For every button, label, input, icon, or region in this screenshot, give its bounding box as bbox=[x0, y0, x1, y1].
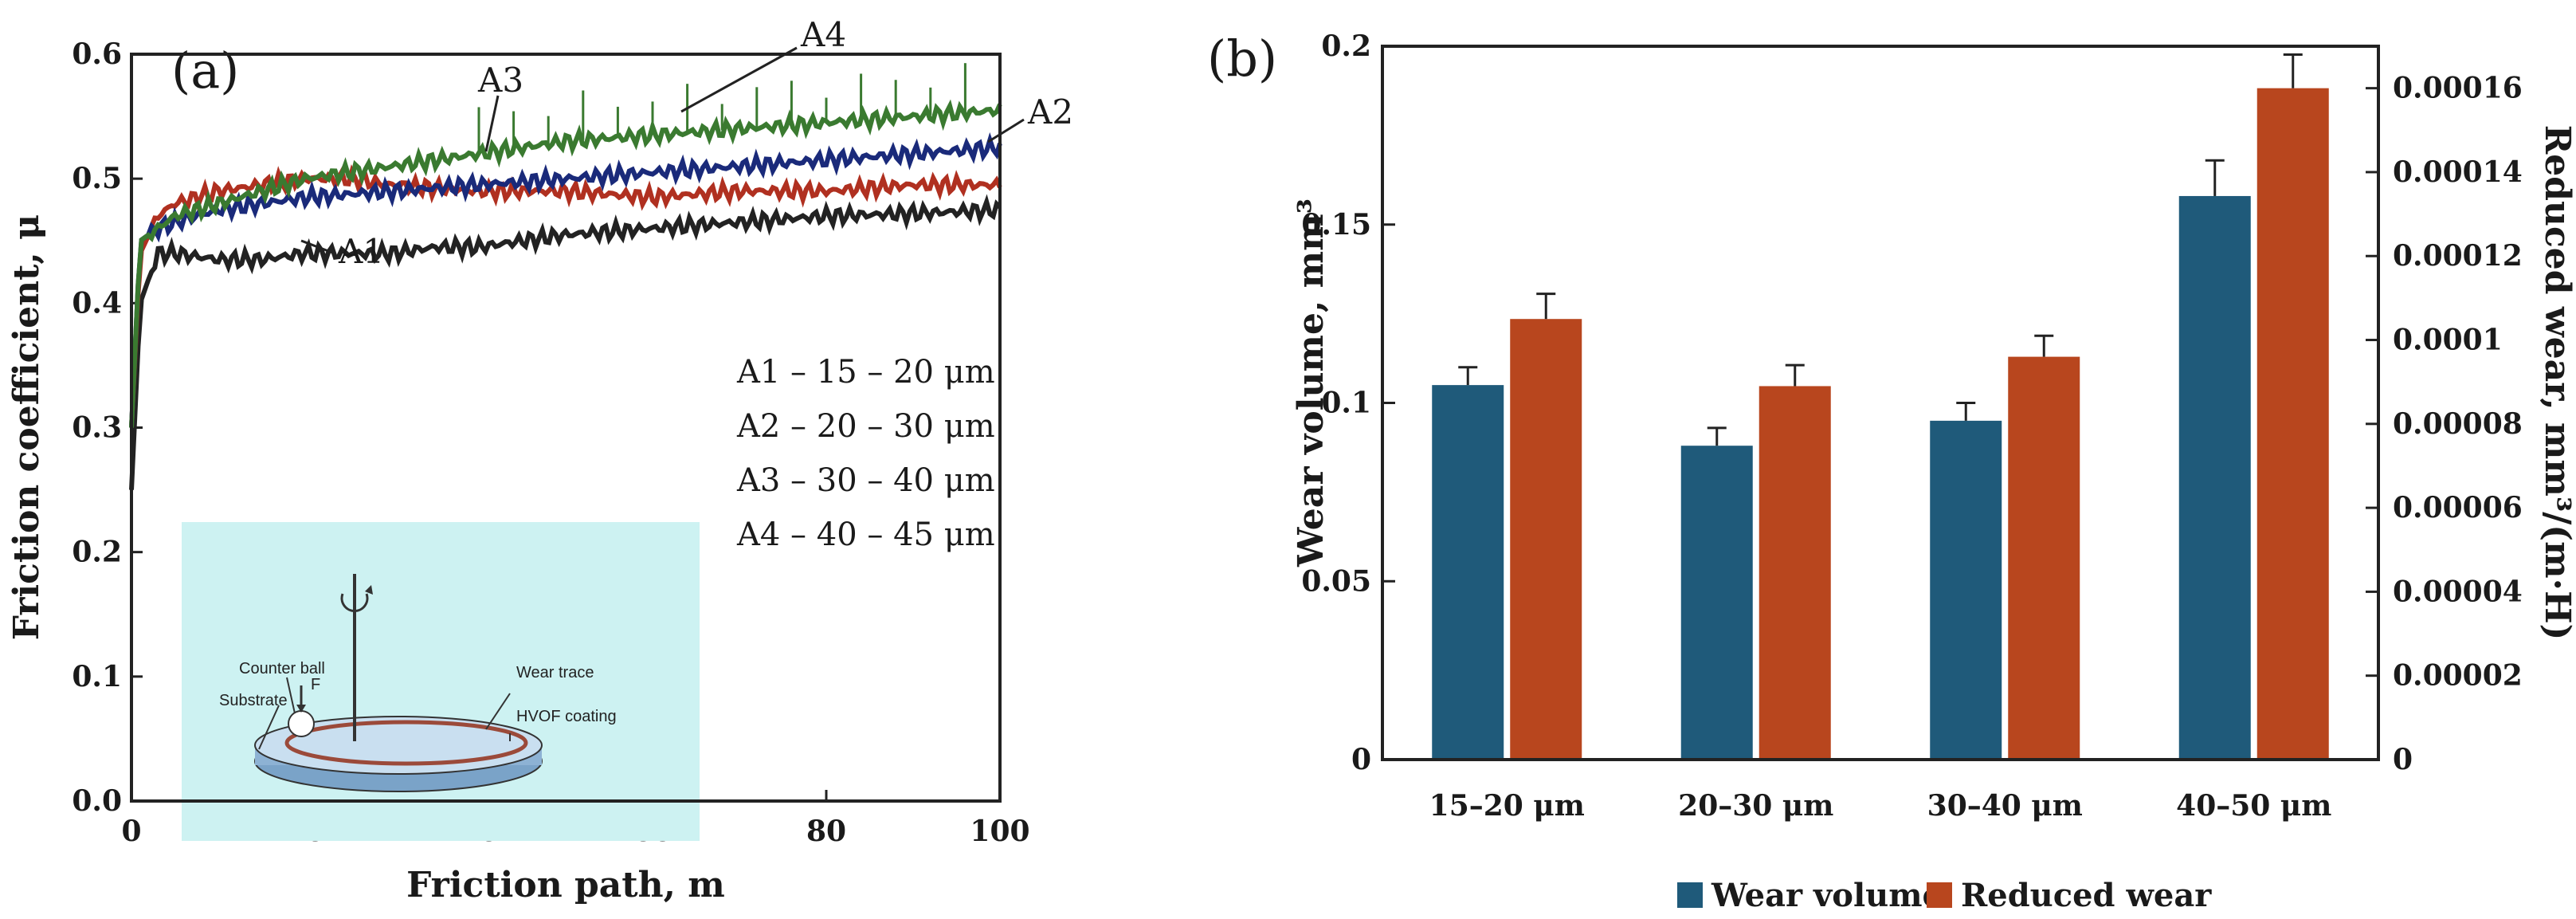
panel-a-y-tick-label: 0.5 bbox=[72, 162, 122, 195]
annotation-a4: A4 bbox=[800, 15, 846, 54]
panel-b-y2-tick-label: 0.00008 bbox=[2393, 407, 2523, 441]
inset-label-substrate: Substrate bbox=[219, 692, 288, 709]
inset-background bbox=[182, 522, 700, 841]
panel-a-y-axis-label: Friction coefficient, μ bbox=[6, 214, 47, 640]
tribometer-inset: Counter ball F Wear trace Substrate HVOF… bbox=[182, 522, 700, 841]
bar-wear-volume bbox=[1432, 385, 1504, 760]
force-arrowhead-icon bbox=[296, 705, 306, 713]
panel-b-y-tick-label: 0.05 bbox=[1301, 564, 1371, 598]
panel-b-y-tick-label: 0.2 bbox=[1321, 29, 1371, 63]
legend-a4: A4 – 40 – 45 μm bbox=[736, 516, 995, 553]
panel-b-y2-tick-label: 0.00002 bbox=[2393, 659, 2523, 693]
series-line-a2 bbox=[129, 164, 1002, 428]
panel-b-y2-tick-label: 0 bbox=[2393, 743, 2413, 776]
annotation-a3: A3 bbox=[477, 61, 523, 100]
bar-wear-volume bbox=[2178, 195, 2251, 760]
panel-b-y-tick-label: 0.1 bbox=[1321, 387, 1371, 420]
series-line-a3 bbox=[129, 132, 1002, 428]
panel-a-a4-spikes bbox=[477, 63, 966, 154]
panel-a-y-tick-label: 0.3 bbox=[72, 411, 122, 445]
panel-b-y-tick-label: 0.15 bbox=[1301, 208, 1371, 242]
bar-wear-volume bbox=[1930, 420, 2002, 760]
panel-a-y-ticks: 0.0 0.1 0.2 0.3 0.4 0.5 0.6 bbox=[72, 37, 143, 818]
legend-a3: A3 – 30 – 40 μm bbox=[736, 462, 995, 499]
rotation-arrowhead-icon bbox=[365, 585, 373, 595]
panel-b-wear-chart: (b) Wear volume, mm³ Reduced wear, mm³/(… bbox=[1207, 29, 2576, 914]
bar-reduced-wear bbox=[1510, 319, 1582, 760]
bar-reduced-wear bbox=[2256, 88, 2329, 760]
annotation-a2: A2 bbox=[1027, 92, 1073, 132]
panel-a-annotations: A1 A2 A3 A4 bbox=[300, 15, 1073, 271]
legend-a1: A1 – 15 – 20 μm bbox=[736, 354, 995, 391]
panel-a-y-tick-label: 0.1 bbox=[72, 660, 122, 693]
panel-a-y-tick-label: 0.6 bbox=[72, 37, 122, 71]
rotation-arrow-icon bbox=[340, 593, 369, 612]
legend-reduced-wear: Reduced wear bbox=[1961, 877, 2212, 914]
panel-b-y2-tick-label: 0.00012 bbox=[2393, 239, 2523, 273]
inset-label-force: F bbox=[311, 676, 320, 693]
panel-b-y-tick-label: 0 bbox=[1351, 743, 1371, 776]
panel-b-y-ticks: 0 0.05 0.1 0.15 0.2 bbox=[1301, 29, 1395, 776]
panel-b-category-label: 15–20 μm bbox=[1429, 789, 1585, 823]
panel-b-plot-frame bbox=[1381, 45, 2380, 761]
panel-b-label: (b) bbox=[1207, 29, 1277, 88]
bar-reduced-wear bbox=[1759, 386, 1831, 760]
panel-a-y-tick-label: 0.0 bbox=[72, 784, 122, 818]
legend-wear-volume: Wear volume bbox=[1711, 877, 1943, 914]
counter-ball bbox=[288, 710, 315, 737]
panel-b-y-axis-label: Wear volume, mm³ bbox=[1291, 198, 1331, 568]
legend-swatch-reduced-wear bbox=[1927, 882, 1952, 908]
bar-reduced-wear bbox=[2008, 356, 2080, 760]
panel-b-y2-ticks: 0 0.00002 0.00004 0.00006 0.00008 0.0001 0.000… bbox=[2366, 72, 2523, 776]
panel-b-category-label: 20–30 μm bbox=[1678, 789, 1833, 823]
panel-b-y2-tick-label: 0.00014 bbox=[2393, 155, 2523, 189]
legend-swatch-wear-volume bbox=[1677, 882, 1703, 908]
wear-trace-ring bbox=[284, 720, 528, 766]
panel-b-category-label: 30–40 μm bbox=[1927, 789, 2083, 823]
panel-b-category-labels: 15–20 μm 20–30 μm 30–40 μm 40–50 μm bbox=[1429, 789, 2332, 823]
panel-a-series-lines bbox=[129, 99, 1002, 490]
panel-b-bars bbox=[1432, 53, 2329, 760]
series-line-a4 bbox=[129, 99, 1002, 428]
inset-label-counter-ball: Counter ball bbox=[239, 660, 325, 677]
panel-b-y2-axis-label: Reduced wear, mm³/(m·H) bbox=[2537, 125, 2576, 641]
panel-a-x-tick-label: 100 bbox=[970, 815, 1029, 848]
series-line-a1 bbox=[129, 194, 1002, 490]
bar-wear-volume bbox=[1680, 446, 1753, 760]
panel-a-y-tick-label: 0.2 bbox=[72, 536, 122, 569]
panel-b-legend: Wear volume Reduced wear bbox=[1677, 877, 2212, 914]
panel-a-y-tick-label: 0.4 bbox=[72, 286, 122, 320]
panel-a-label: (a) bbox=[171, 41, 239, 100]
panel-a-x-tick-label: 80 bbox=[806, 815, 846, 848]
panel-b-y2-tick-label: 0.00016 bbox=[2393, 72, 2523, 105]
panel-a-x-axis-label: Friction path, m bbox=[406, 865, 725, 905]
panel-a-plot-frame bbox=[130, 53, 1002, 803]
panel-b-y2-tick-label: 0.00006 bbox=[2393, 491, 2523, 524]
panel-b-category-label: 40–50 μm bbox=[2176, 789, 2331, 823]
legend-a2: A2 – 20 – 30 μm bbox=[736, 408, 995, 445]
panel-b-y2-tick-label: 0.00004 bbox=[2393, 575, 2523, 608]
inset-label-wear-trace: Wear trace bbox=[516, 664, 594, 681]
panel-a-x-tick-label: 0 bbox=[121, 815, 141, 848]
panel-a-legend: A1 – 15 – 20 μm A2 – 20 – 30 μm A3 – 30 … bbox=[736, 354, 995, 553]
panel-a-friction-chart: (a) Friction coefficient, μ Friction pat… bbox=[6, 15, 1073, 905]
annotation-a1: A1 bbox=[338, 232, 384, 271]
panel-b-y2-tick-label: 0.0001 bbox=[2393, 324, 2503, 357]
inset-label-coating: HVOF coating bbox=[516, 708, 617, 725]
